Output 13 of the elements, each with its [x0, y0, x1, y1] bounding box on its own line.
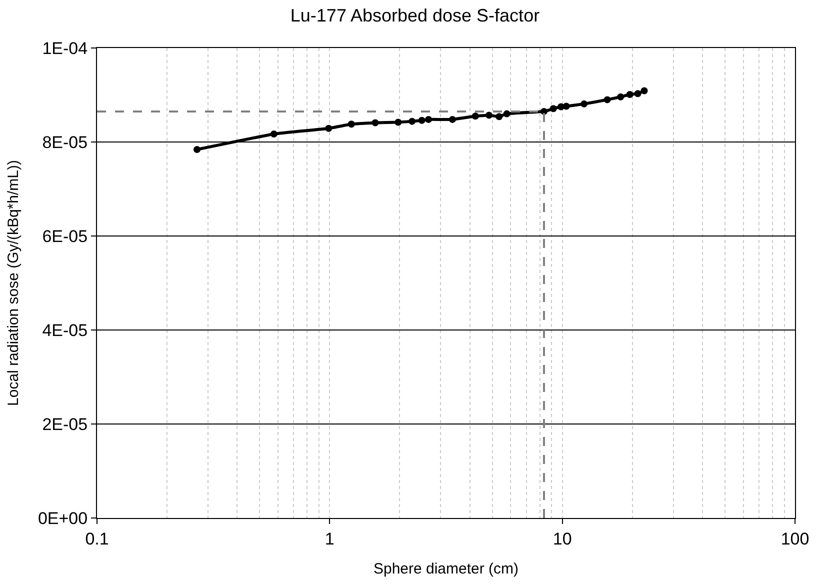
x-axis-title: Sphere diameter (cm): [373, 560, 519, 578]
y-tick-label: 0E+00: [38, 508, 88, 528]
chart-title: Lu-177 Absorbed dose S-factor: [290, 5, 540, 26]
y-tick-label: 8E-05: [42, 132, 88, 152]
y-tick-label: 1E-04: [42, 38, 88, 58]
y-tick-label: 2E-05: [42, 414, 88, 434]
y-tick-label: 4E-05: [42, 320, 88, 340]
x-tick-label: 1: [324, 529, 334, 548]
y-axis-title: Local radiation sose (Gy/(kBq*h/mL)): [5, 160, 22, 406]
x-tick-label: 10: [552, 529, 572, 548]
x-tick-label: 100: [780, 529, 810, 548]
y-tick-label: 6E-05: [42, 226, 88, 246]
x-tick-label: 0.1: [85, 529, 109, 548]
